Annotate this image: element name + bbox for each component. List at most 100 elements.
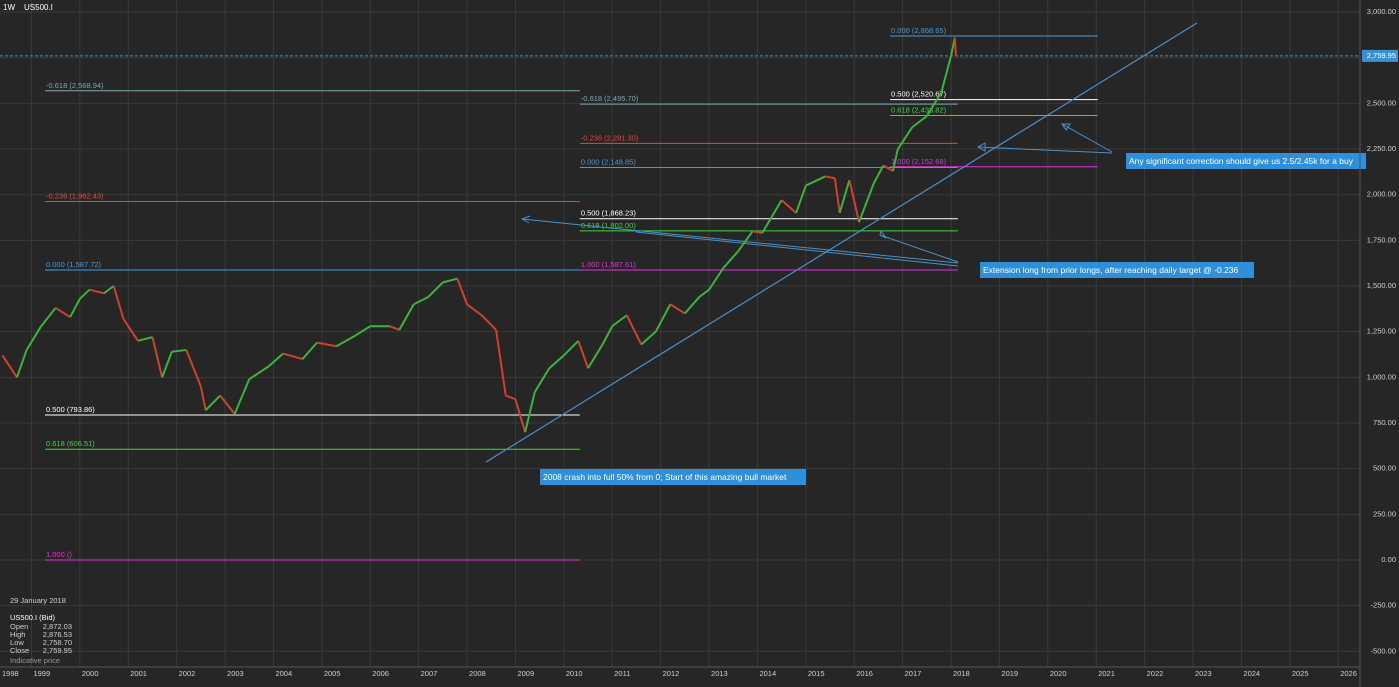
- y-tick-label: 750.00: [1373, 418, 1396, 427]
- annotation: Extension long from prior longs, after r…: [983, 265, 1239, 275]
- price-segment: [925, 91, 943, 117]
- price-segment: [611, 314, 628, 327]
- annotation-box: [1126, 153, 1366, 169]
- price-segment: [199, 386, 207, 411]
- price-segment: [69, 298, 81, 318]
- x-tick-label: 2021: [1098, 669, 1115, 678]
- arrow: [635, 231, 959, 267]
- y-tick-label: 500.00: [1373, 464, 1396, 473]
- fib-label: 1.000 (): [46, 550, 72, 559]
- fib-label: 0.500 (793.86): [46, 405, 95, 414]
- info-value: 2,758.70: [43, 638, 72, 647]
- fib-label: 0.000 (1,587.72): [46, 260, 102, 269]
- x-tick-label: 2003: [227, 669, 244, 678]
- price-segment: [669, 303, 686, 315]
- fib-label: 1.000 (1,587.61): [581, 260, 637, 269]
- price-segment: [398, 303, 415, 331]
- trendline: [485, 22, 1198, 463]
- x-tick-label: 2005: [324, 669, 341, 678]
- price-segment: [1, 354, 18, 378]
- timeframe: 1W: [3, 3, 15, 12]
- price-segment: [442, 277, 458, 284]
- annotations: 2008 crash into full 50% from 0; Start o…: [520, 123, 1366, 485]
- arrow: [879, 234, 959, 263]
- x-tick-label: 2010: [566, 669, 583, 678]
- info-value: 2,759.95: [43, 646, 72, 655]
- price-segment: [524, 391, 536, 433]
- annotation-box: [980, 262, 1254, 278]
- arrow: [521, 218, 959, 264]
- x-tick-label: 2024: [1243, 669, 1260, 678]
- price-segment: [698, 288, 710, 298]
- price-segment: [185, 349, 202, 387]
- price-segment: [40, 307, 57, 327]
- price-segment: [940, 55, 952, 93]
- arrow: [977, 146, 1113, 154]
- x-tick-label: 2026: [1340, 669, 1357, 678]
- arrow-head: [520, 215, 531, 224]
- x-tick-label: 2008: [469, 669, 486, 678]
- price-segment: [25, 325, 42, 351]
- fib-label: -0.236 (2,281.30): [581, 133, 639, 142]
- price-segment: [548, 354, 565, 369]
- x-tick-label: 2014: [759, 669, 776, 678]
- fib-label: 0.618 (2,433.82): [891, 105, 947, 114]
- arrow-head: [1061, 123, 1071, 131]
- price-segment: [708, 267, 725, 291]
- price-segment: [780, 199, 797, 214]
- price: [1, 37, 957, 433]
- fib-label: -0.236 (1,962.43): [46, 192, 104, 201]
- price-segment: [79, 288, 91, 300]
- price-segment: [640, 330, 657, 346]
- x-tick-label: 2025: [1292, 669, 1309, 678]
- y-tick-label: 1,250.00: [1367, 327, 1396, 336]
- price-segment: [654, 303, 672, 333]
- fib-label: 0.500 (1,868.23): [581, 209, 637, 218]
- price-segment: [872, 165, 885, 185]
- price-segment: [825, 175, 836, 180]
- price-segment: [838, 179, 851, 214]
- x-tick-label: 2001: [130, 669, 147, 678]
- price-segment: [161, 351, 173, 378]
- x-tick-label: 2018: [953, 669, 970, 678]
- y-tick-label: -250.00: [1371, 601, 1396, 610]
- y-tick-label: 1,000.00: [1367, 372, 1396, 381]
- annotation: 2008 crash into full 50% from 0; Start o…: [543, 472, 787, 482]
- price-segment: [882, 164, 894, 172]
- arrow-head: [879, 229, 887, 239]
- info-label: Low: [10, 638, 24, 647]
- y-tick-label: 2,500.00: [1367, 98, 1396, 107]
- price-segment: [752, 230, 763, 235]
- x-tick-label: 2011: [614, 669, 630, 678]
- price-segment: [505, 394, 516, 401]
- price-segment: [891, 148, 899, 172]
- price-segment: [625, 314, 643, 345]
- fib-label: 0.500 (2,520.67): [891, 90, 947, 99]
- price-segment: [389, 325, 400, 331]
- y-tick-label: 0.00: [1381, 555, 1396, 564]
- price-segment: [761, 199, 783, 234]
- info-note: Indicative price: [10, 656, 60, 665]
- fib-label: 0.000 (2,868.65): [891, 26, 947, 35]
- symbol: US500.I: [24, 3, 53, 12]
- price-segment: [355, 325, 371, 337]
- price-segment: [456, 278, 468, 305]
- price-segment: [15, 349, 28, 378]
- y-tick-label: -500.00: [1371, 646, 1396, 655]
- price-segment: [122, 318, 139, 342]
- info-value: 2,876.53: [43, 630, 72, 639]
- y-tick-label: 1,500.00: [1367, 281, 1396, 290]
- fib-label: 0.618 (1,802.00): [581, 221, 637, 230]
- price-segment: [112, 285, 125, 320]
- price-segment: [301, 341, 318, 360]
- price-segment: [233, 378, 251, 415]
- info-label: Close: [10, 646, 29, 655]
- x-tick-label: 2013: [711, 669, 728, 678]
- price-segment: [204, 394, 221, 411]
- price-segment: [514, 398, 527, 433]
- price-segment: [577, 340, 589, 369]
- annotation-box: [540, 469, 806, 485]
- x-tick-label: 2006: [372, 669, 389, 678]
